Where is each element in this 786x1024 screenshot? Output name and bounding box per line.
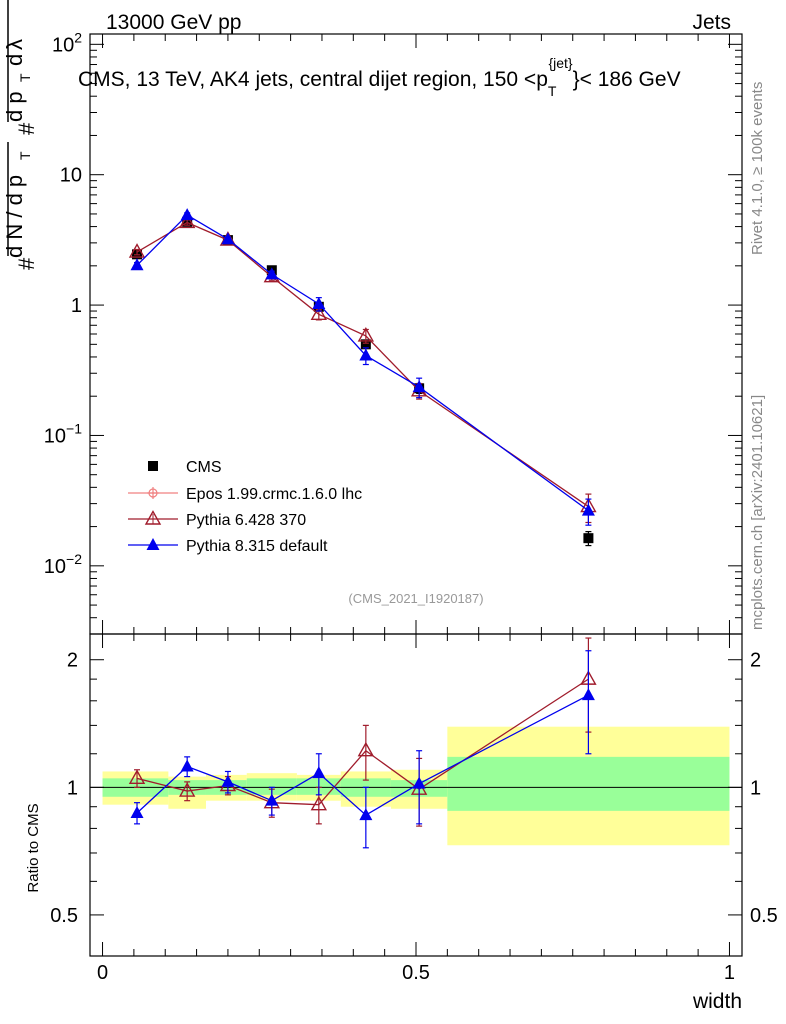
svg-text:T: T [17, 151, 33, 160]
legend-item: Pythia 6.428 370 [128, 510, 306, 529]
svg-text:λ: λ [2, 39, 27, 50]
legend-label: Pythia 8.315 default [186, 538, 328, 555]
x-tick-label: 1 [724, 962, 735, 984]
ratio-point [265, 793, 279, 806]
data-point [359, 348, 373, 361]
ratio-point [312, 766, 326, 779]
data-point [360, 339, 371, 350]
svg-text:d p: d p [2, 91, 27, 122]
ratio-series [128, 637, 597, 849]
ratio-point [180, 759, 194, 772]
ratio-axis-label: Ratio to CMS [25, 803, 42, 892]
ratio-line [136, 678, 589, 806]
plot-title: CMS, 13 TeV, AK4 jets, central dijet reg… [78, 55, 681, 99]
ratio-tick-label: 0.5 [50, 905, 78, 927]
svg-text:#: # [14, 122, 39, 135]
y-axis-label: # d N / d p T 1 # d p T d λ # d 2 N [2, 0, 39, 270]
ratio-point [357, 741, 375, 757]
ratio-point [178, 782, 196, 797]
ratio-point [581, 688, 595, 701]
legend-item: Epos 1.99.crmc.1.6.0 lhc [128, 486, 362, 503]
ratio-point [130, 805, 144, 818]
svg-text:d: d [2, 54, 27, 66]
data-point [583, 533, 594, 544]
band-green [447, 756, 730, 811]
series-line [136, 214, 589, 512]
data-point [130, 258, 144, 271]
legend-marker [148, 461, 158, 471]
x-tick-label: 0 [97, 962, 108, 984]
ratio-point [359, 808, 373, 821]
data-point [128, 243, 146, 258]
data-point [581, 503, 595, 516]
data-point [178, 213, 196, 229]
ratio-tick-label: 2 [67, 650, 78, 672]
y-tick-label: 10−2 [44, 551, 82, 578]
y-tick-label: 10−1 [44, 420, 82, 447]
legend-marker [144, 510, 162, 525]
data-point [180, 208, 194, 221]
ratio-tick-label: 1 [750, 777, 761, 799]
ratio-tick-label: 1 [67, 777, 78, 799]
data-point [310, 305, 328, 320]
analysis-tag: (CMS_2021_I1920187) [348, 591, 483, 606]
ratio-tick-label: 2 [750, 650, 761, 672]
svg-text:T: T [17, 73, 33, 82]
rivet-label: Rivet 4.1.0, ≥ 100k events [749, 82, 766, 255]
data-point [221, 232, 235, 245]
upper-series [128, 208, 597, 547]
ratio-point [221, 774, 235, 787]
data-point [265, 267, 279, 280]
x-tick-label: 0.5 [402, 962, 430, 984]
legend-label: CMS [186, 459, 222, 476]
ratio-series-3 [130, 650, 595, 849]
svg-text:CMS, 13 TeV, AK4 jets, central: CMS, 13 TeV, AK4 jets, central dijet reg… [78, 55, 681, 99]
svg-text:d N / d p: d N / d p [2, 175, 27, 258]
series-2 [128, 213, 597, 524]
y-tick-label: 1 [71, 295, 82, 317]
legend: CMS Epos 1.99.crmc.1.6.0 lhc Pythia 6.428 … [128, 459, 362, 555]
y-tick-label: 102 [52, 29, 82, 56]
band-green [246, 778, 297, 795]
ratio-point [128, 769, 146, 785]
ratio-tick-label: 0.5 [750, 905, 778, 927]
legend-item: Pythia 8.315 default [128, 538, 328, 555]
data-point [412, 380, 426, 393]
legend-item: CMS [148, 459, 222, 476]
header-left: 13000 GeV pp [106, 11, 241, 34]
series-3 [130, 208, 595, 526]
ratio-line [136, 694, 589, 816]
legend-label: Pythia 6.428 370 [186, 512, 306, 529]
data-point [357, 326, 375, 342]
header-right: Jets [692, 11, 731, 34]
legend-marker [146, 538, 160, 550]
ratio-point [310, 795, 328, 811]
y-tick-label: 10 [60, 165, 82, 187]
mcplots-label: mcplots.cern.ch [arXiv:2401.10621] [749, 395, 766, 630]
data-point [312, 296, 326, 309]
ratio-point [412, 776, 426, 789]
svg-text:#: # [14, 257, 39, 270]
x-axis-label: width [692, 990, 742, 1013]
legend-label: Epos 1.99.crmc.1.6.0 lhc [186, 486, 362, 503]
axes: 10−2 10−1 1 10 102 0 0.5 1 0.5 0.5 1 1 2 2 [44, 29, 778, 984]
